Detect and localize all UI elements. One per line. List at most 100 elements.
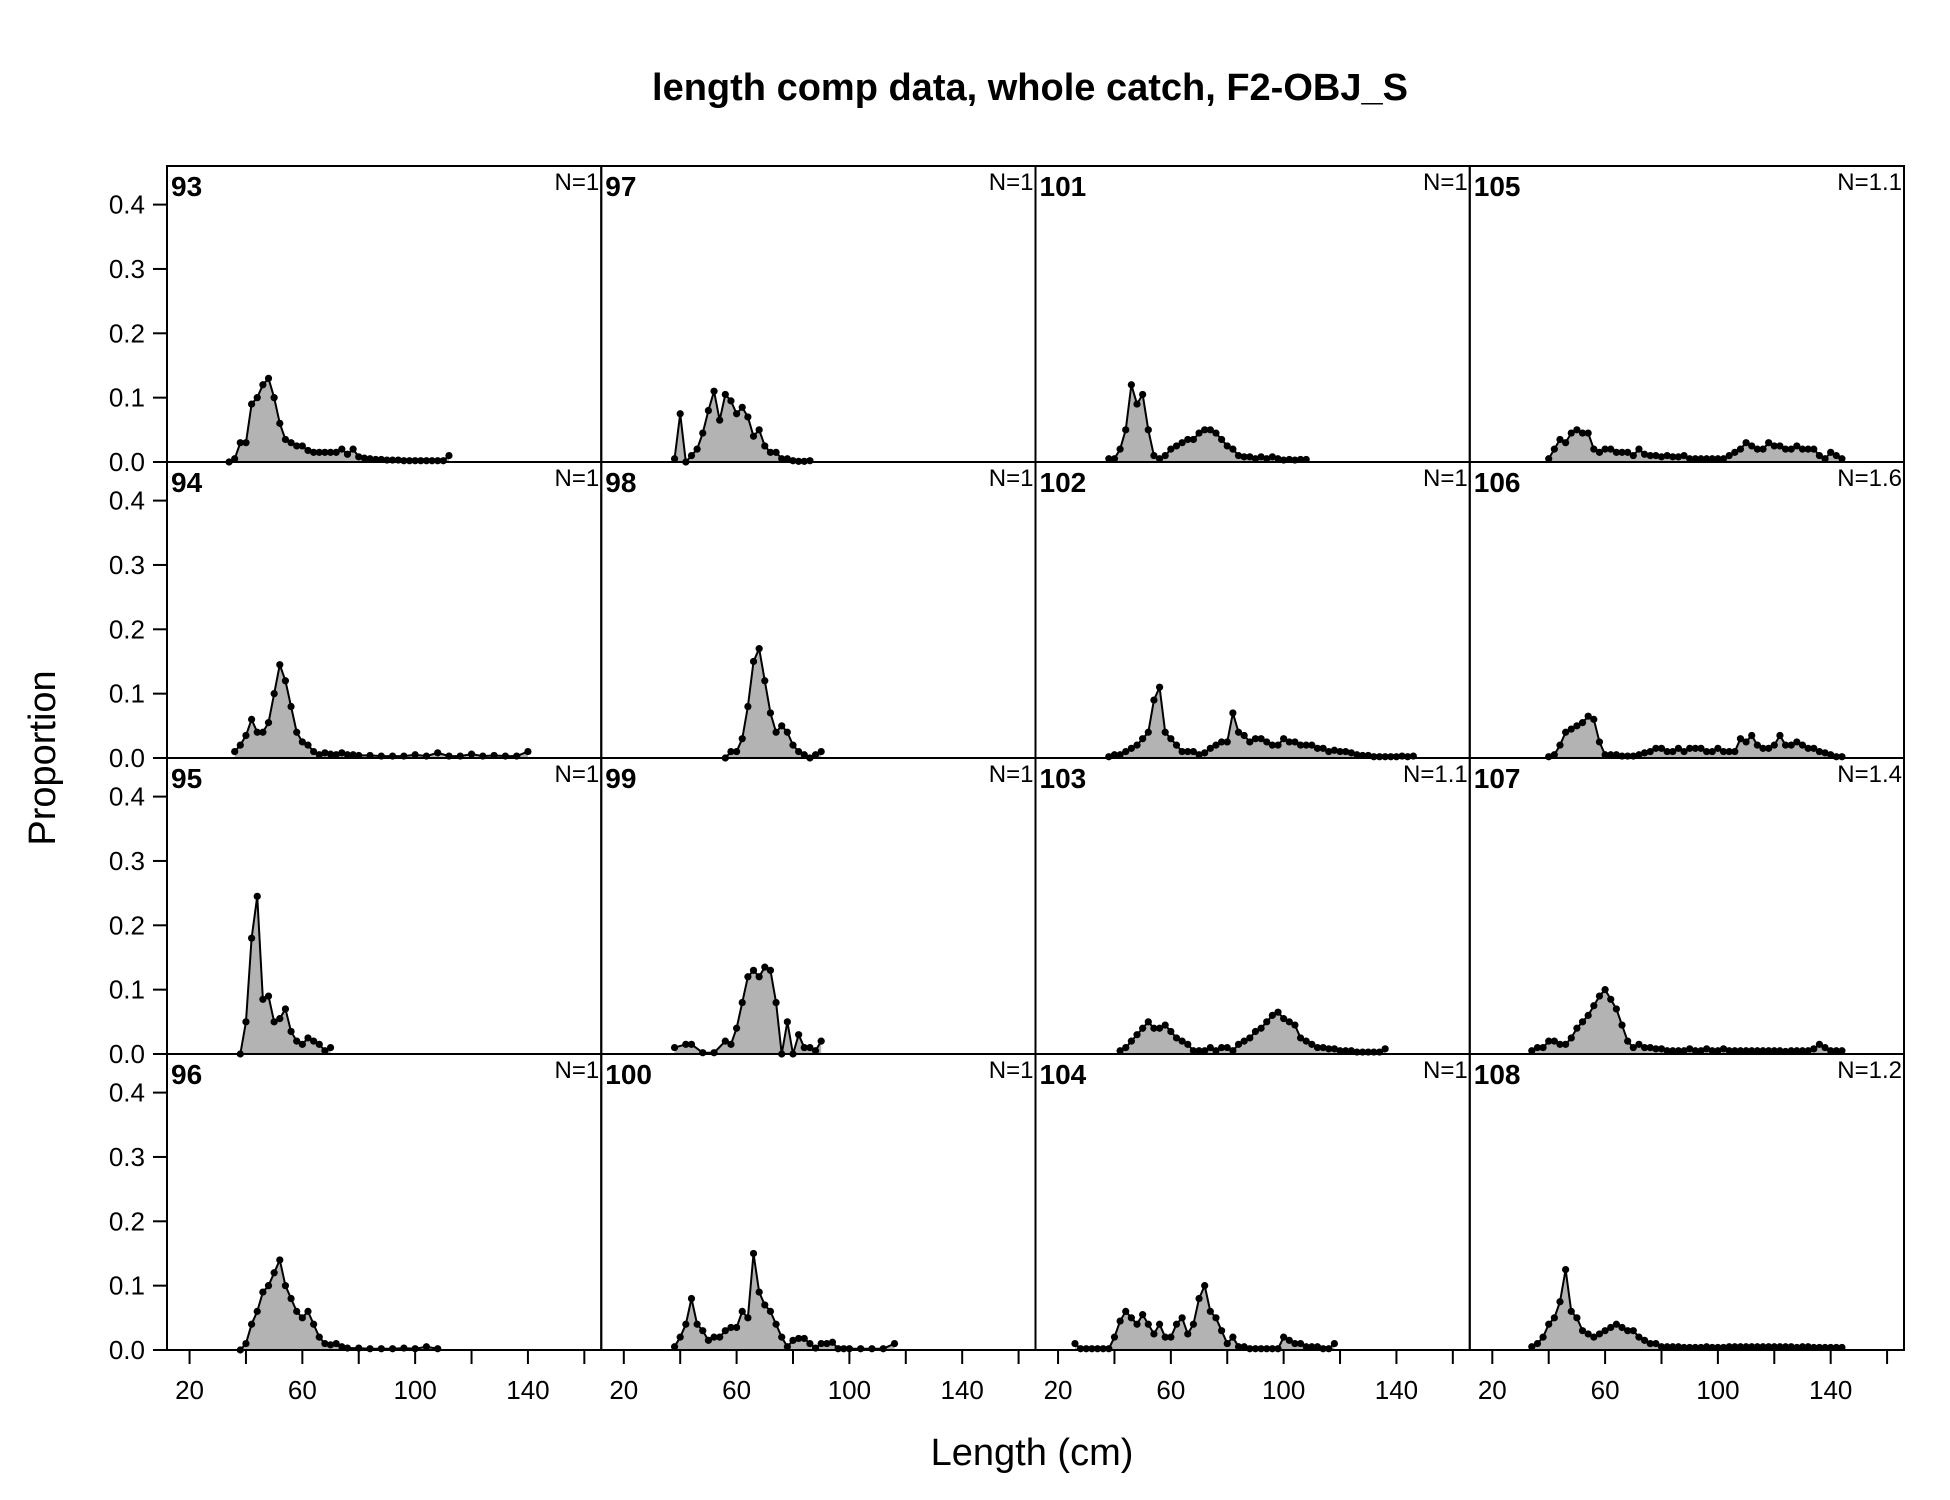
data-point xyxy=(1765,439,1773,447)
data-point xyxy=(755,973,763,981)
panel-label: 98 xyxy=(605,467,636,498)
data-point xyxy=(315,448,323,456)
data-point xyxy=(687,451,696,460)
data-point xyxy=(1234,1343,1243,1351)
data-point xyxy=(1139,1024,1147,1032)
data-point xyxy=(1274,1008,1282,1016)
data-point xyxy=(270,394,278,402)
data-point xyxy=(1832,451,1840,460)
x-tick-label: 100 xyxy=(1262,1375,1305,1405)
data-point xyxy=(1302,741,1310,749)
data-point xyxy=(293,442,301,450)
panel-area-108 xyxy=(1531,1269,1842,1350)
data-point xyxy=(1178,1314,1186,1322)
data-point xyxy=(1776,442,1784,450)
data-point xyxy=(1155,1024,1164,1032)
data-point xyxy=(1274,1345,1282,1353)
panel-95: 95 N=1 0.0 0.1 0.2 0.3 0.4 xyxy=(109,757,603,1069)
data-point xyxy=(1573,426,1581,434)
data-point xyxy=(281,677,290,685)
data-point xyxy=(772,1320,780,1328)
data-point xyxy=(1291,1339,1299,1348)
data-point xyxy=(1703,455,1711,463)
panel-97: 97 N=1 xyxy=(600,165,1037,466)
panel-area-99 xyxy=(674,967,822,1054)
data-point xyxy=(1703,1045,1711,1053)
data-point xyxy=(1607,445,1615,453)
data-point xyxy=(1229,445,1237,453)
panel-frame xyxy=(1034,461,1471,759)
data-point xyxy=(1206,1307,1214,1315)
data-point xyxy=(1313,744,1322,752)
data-point xyxy=(766,709,775,717)
y-tick-label: 0.2 xyxy=(109,318,145,348)
x-tick-label: 20 xyxy=(1044,1375,1073,1405)
panel-99: 99 N=1 xyxy=(600,757,1037,1058)
data-point xyxy=(1657,744,1666,752)
data-point xyxy=(761,442,769,450)
data-point xyxy=(670,455,679,463)
panel-108: 108 N=1.2 20 60 100 140 xyxy=(1468,1053,1905,1405)
x-tick-label: 60 xyxy=(1591,1375,1620,1405)
data-point xyxy=(1556,741,1564,749)
panel-106: 106 N=1.6 xyxy=(1468,461,1905,761)
data-point xyxy=(682,1320,690,1328)
data-point xyxy=(326,1043,335,1052)
data-point xyxy=(1330,1045,1338,1053)
data-point xyxy=(1110,455,1119,463)
data-point xyxy=(1612,751,1620,759)
data-point xyxy=(1635,1333,1643,1341)
y-tick-label: 0.0 xyxy=(109,1039,145,1069)
data-point xyxy=(1246,738,1254,746)
panel-frame xyxy=(1034,1053,1471,1351)
data-point xyxy=(1714,744,1722,752)
data-point xyxy=(1172,442,1181,450)
panel-frame xyxy=(1034,757,1471,1055)
data-point xyxy=(1736,445,1745,453)
data-point xyxy=(1663,747,1671,756)
data-point xyxy=(704,1336,713,1344)
panel-n-label: N=1 xyxy=(1423,1057,1468,1084)
data-point xyxy=(1150,1024,1158,1032)
data-point xyxy=(264,719,273,727)
data-point xyxy=(338,749,346,757)
panel-n-label: N=1 xyxy=(989,761,1034,788)
data-point xyxy=(1827,751,1835,759)
data-point xyxy=(326,1341,335,1349)
panel-n-label: N=1 xyxy=(989,1057,1034,1084)
data-point xyxy=(1578,429,1587,437)
data-point xyxy=(1753,445,1761,453)
data-point xyxy=(1257,1024,1265,1032)
x-tick-label: 140 xyxy=(940,1375,983,1405)
data-point xyxy=(1347,1047,1355,1055)
data-point xyxy=(1680,451,1688,460)
data-point xyxy=(817,747,825,756)
panel-frame xyxy=(600,1053,1037,1351)
data-point xyxy=(1206,1043,1214,1052)
data-point xyxy=(1539,1043,1547,1052)
data-point xyxy=(1274,741,1282,749)
data-point xyxy=(1184,1330,1192,1338)
data-point xyxy=(1708,455,1716,463)
data-point xyxy=(366,1345,374,1353)
data-point xyxy=(738,998,746,1007)
data-point xyxy=(1567,429,1575,437)
data-point xyxy=(1595,738,1604,746)
data-point xyxy=(1674,1047,1683,1055)
data-point xyxy=(1218,435,1226,444)
data-point xyxy=(1291,1021,1299,1029)
panel-n-label: N=1.1 xyxy=(1403,761,1468,788)
data-point xyxy=(1669,1047,1677,1055)
data-point xyxy=(1798,1047,1807,1055)
y-tick-label: 0.3 xyxy=(109,550,145,580)
data-point xyxy=(1629,451,1637,460)
data-point xyxy=(293,1037,301,1045)
x-tick-label: 100 xyxy=(828,1375,871,1405)
data-point xyxy=(276,419,284,427)
data-point xyxy=(411,751,419,759)
data-point xyxy=(687,1294,696,1303)
data-point xyxy=(1742,1047,1750,1055)
panel-frame xyxy=(1034,165,1471,463)
data-point xyxy=(1821,455,1829,463)
panel-frame xyxy=(1468,461,1905,759)
